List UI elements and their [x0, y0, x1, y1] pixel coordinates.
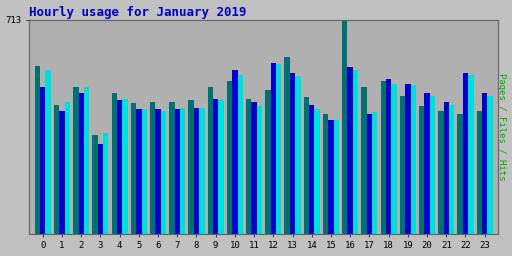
Bar — [136, 109, 141, 234]
Bar — [463, 73, 468, 234]
Bar — [285, 57, 290, 234]
Bar — [112, 93, 117, 234]
Bar — [400, 96, 405, 234]
Bar — [188, 100, 194, 234]
Bar — [342, 20, 348, 234]
Bar — [155, 109, 161, 234]
Bar — [46, 70, 51, 234]
Bar — [199, 108, 204, 234]
Bar — [361, 87, 367, 234]
Bar — [238, 75, 243, 234]
Bar — [180, 108, 185, 234]
Bar — [207, 87, 213, 234]
Bar — [40, 87, 46, 234]
Bar — [141, 109, 147, 234]
Bar — [98, 144, 103, 234]
Bar — [169, 102, 175, 234]
Bar — [367, 114, 372, 234]
Bar — [65, 102, 70, 234]
Bar — [122, 99, 127, 234]
Bar — [424, 93, 430, 234]
Bar — [430, 96, 435, 234]
Bar — [227, 81, 232, 234]
Bar — [161, 111, 166, 234]
Bar — [290, 73, 295, 234]
Y-axis label: Pages / Files / Hits: Pages / Files / Hits — [498, 73, 506, 180]
Bar — [175, 109, 180, 234]
Bar — [457, 114, 463, 234]
Bar — [265, 90, 271, 234]
Bar — [438, 111, 443, 234]
Bar — [246, 99, 251, 234]
Bar — [271, 63, 276, 234]
Bar — [405, 84, 411, 234]
Bar — [232, 70, 238, 234]
Bar — [251, 102, 257, 234]
Bar — [411, 85, 416, 234]
Bar — [219, 100, 224, 234]
Bar — [257, 106, 262, 234]
Bar — [131, 103, 136, 234]
Bar — [468, 75, 474, 234]
Bar — [314, 109, 320, 234]
Bar — [477, 111, 482, 234]
Bar — [380, 81, 386, 234]
Bar — [194, 108, 199, 234]
Bar — [449, 105, 454, 234]
Bar — [54, 105, 59, 234]
Bar — [348, 67, 353, 234]
Bar — [84, 87, 89, 234]
Bar — [73, 87, 78, 234]
Bar — [353, 70, 358, 234]
Bar — [78, 93, 84, 234]
Bar — [213, 99, 219, 234]
Bar — [323, 114, 328, 234]
Bar — [295, 76, 301, 234]
Bar — [117, 100, 122, 234]
Bar — [372, 112, 377, 234]
Bar — [391, 84, 397, 234]
Bar — [334, 120, 339, 234]
Bar — [328, 120, 334, 234]
Bar — [304, 97, 309, 234]
Bar — [419, 106, 424, 234]
Bar — [443, 102, 449, 234]
Bar — [35, 66, 40, 234]
Bar — [482, 93, 487, 234]
Bar — [309, 105, 314, 234]
Bar — [103, 133, 109, 234]
Bar — [276, 64, 282, 234]
Bar — [59, 111, 65, 234]
Bar — [487, 96, 493, 234]
Bar — [92, 135, 98, 234]
Bar — [150, 102, 155, 234]
Bar — [386, 79, 391, 234]
Text: Hourly usage for January 2019: Hourly usage for January 2019 — [29, 6, 247, 18]
